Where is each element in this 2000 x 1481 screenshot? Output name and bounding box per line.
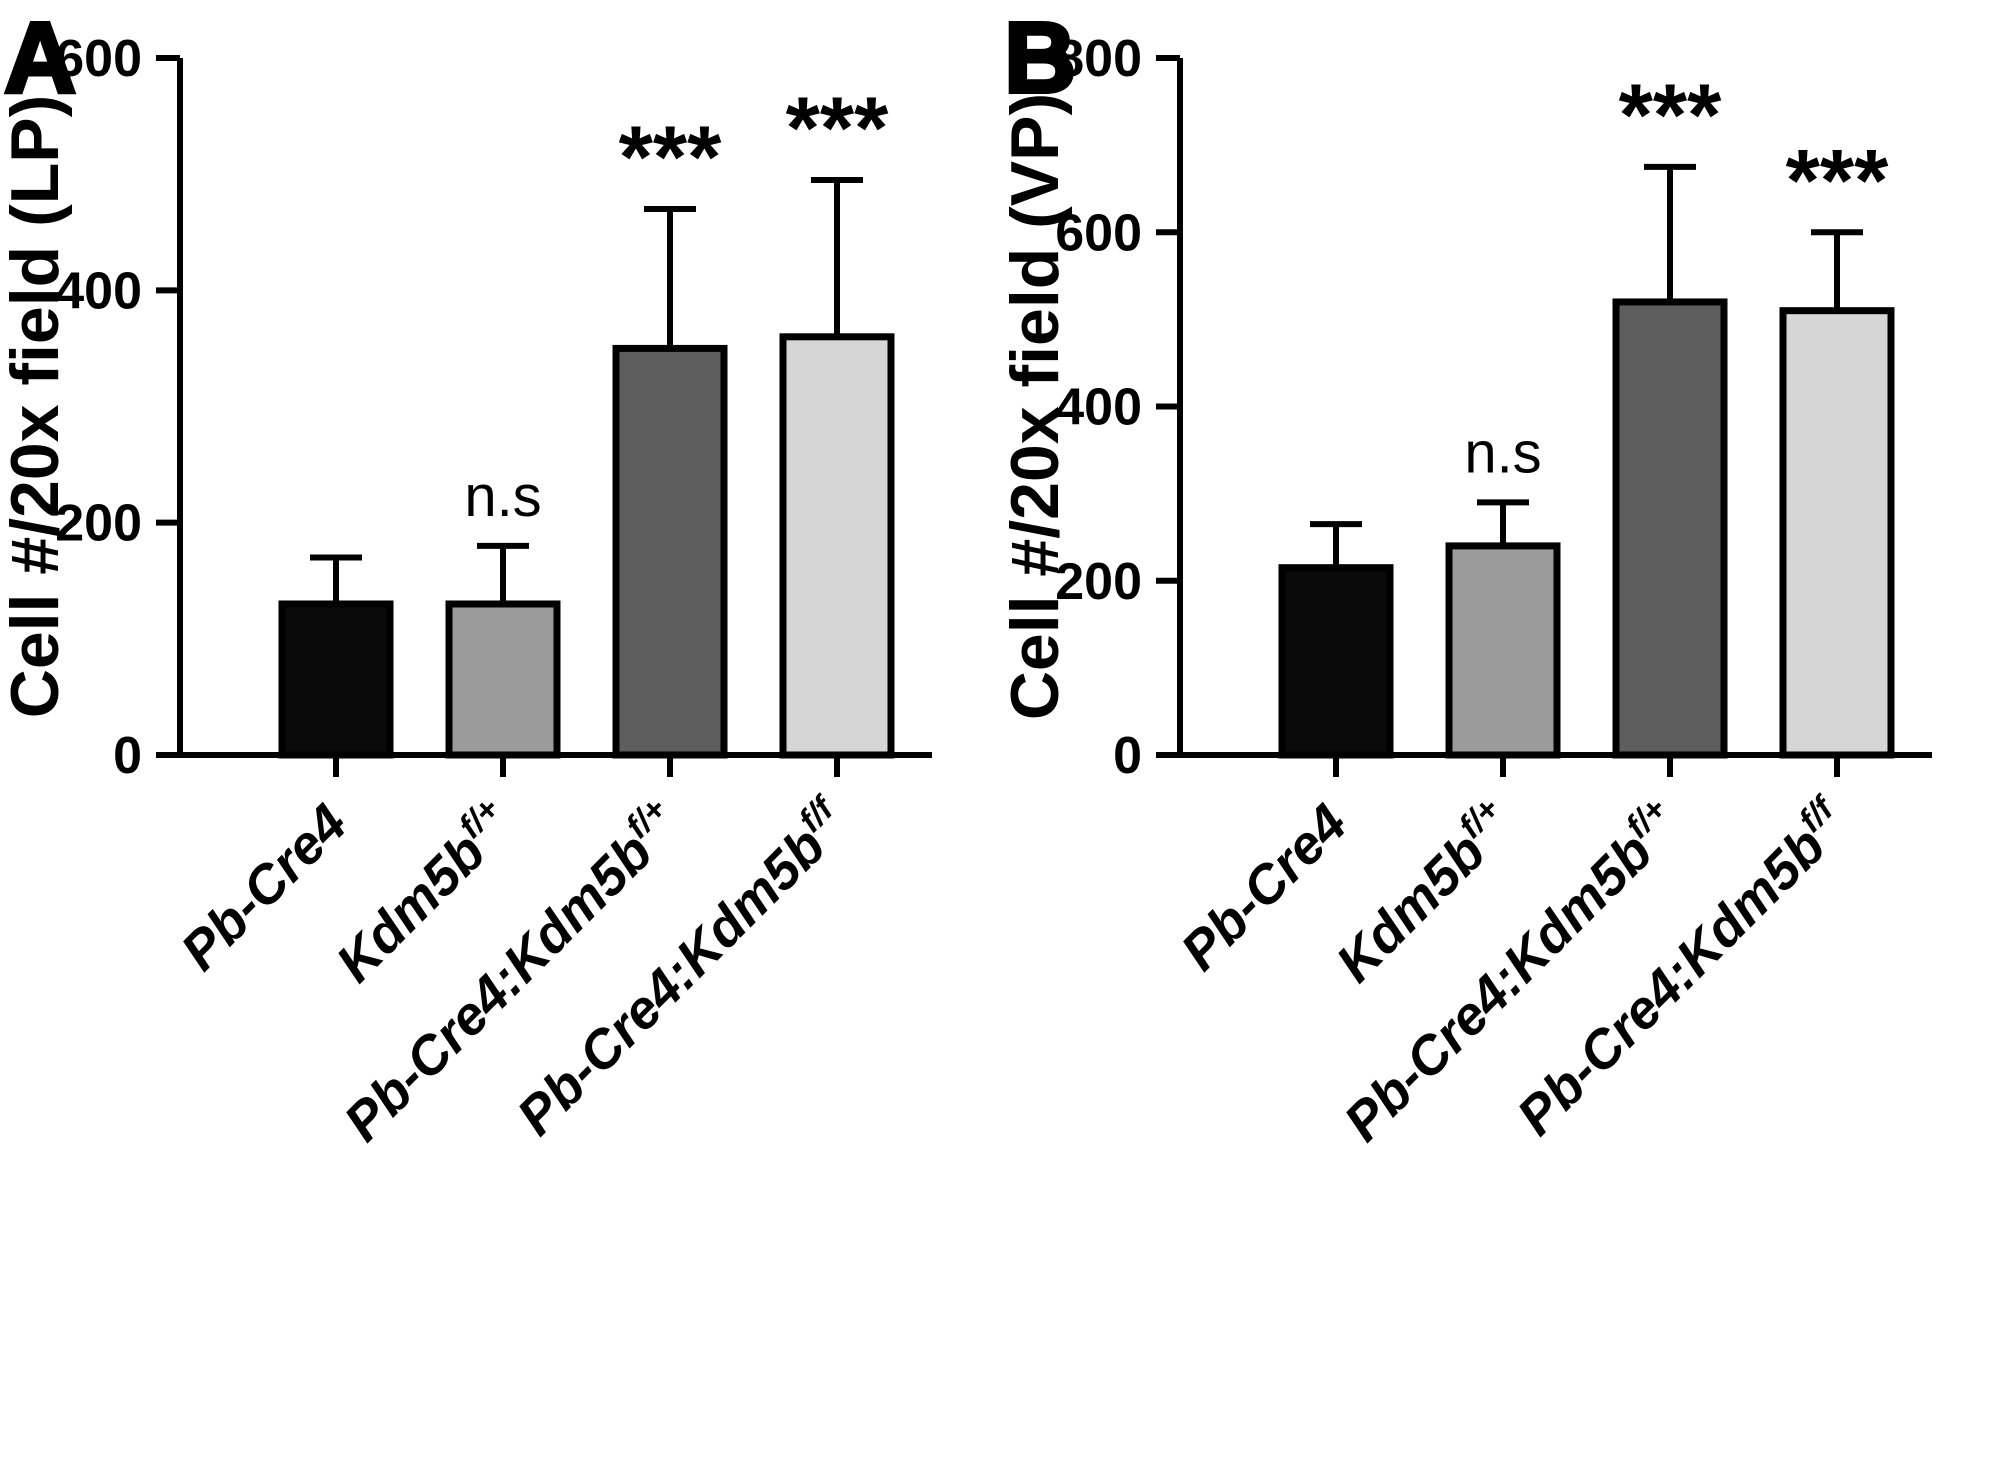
ns-label: n.s: [1464, 420, 1541, 485]
significance-stars: ***: [1786, 130, 1889, 229]
panel-A: A 0 200 400 600 Cell #/20x field (LP) Pb-Cre4 n…: [0, 0, 932, 1153]
panel-letter: A: [4, 2, 76, 114]
significance-stars: ***: [1619, 65, 1722, 164]
y-tick-label: 400: [55, 262, 142, 320]
bar: [1779, 307, 1895, 759]
bar: [278, 600, 394, 759]
y-tick-label: 600: [1055, 204, 1142, 262]
bar: [1612, 298, 1728, 759]
y-tick-label: 600: [55, 30, 142, 88]
panel-letter: B: [1004, 2, 1076, 114]
bar: [779, 333, 895, 759]
significance-stars: ***: [619, 107, 722, 206]
y-tick-label: 400: [1055, 379, 1142, 437]
x-category-text: Pb-Cre4:Kdm5b: [333, 822, 664, 1153]
y-tick-label: 800: [1055, 30, 1142, 88]
x-category-text: Pb-Cre4:Kdm5b: [1333, 822, 1664, 1153]
y-tick-label: 200: [55, 495, 142, 553]
y-axis-title: Cell #/20x field (VP): [1000, 93, 1073, 720]
bar: [445, 600, 561, 759]
bar: [1278, 564, 1394, 759]
y-tick-label: 0: [113, 727, 142, 785]
bar: [1445, 542, 1561, 759]
x-category-text: Kdm5b: [1325, 822, 1497, 994]
x-category-text: Kdm5b: [325, 822, 497, 994]
y-axis-title: Cell #/20x field (LP): [0, 95, 73, 719]
significance-stars: ***: [786, 78, 889, 177]
y-tick-label: 0: [1113, 727, 1142, 785]
y-tick-label: 200: [1055, 553, 1142, 611]
bar: [612, 344, 728, 759]
x-category-text: Pb-Cre4:Kdm5b: [1506, 816, 1837, 1147]
ns-label: n.s: [464, 464, 541, 529]
x-category-text: Pb-Cre4:Kdm5b: [506, 816, 837, 1147]
panel-B: B 0 200 400 600 800 Cell #/20x field (VP) Pb-Cr…: [1000, 0, 2000, 1481]
